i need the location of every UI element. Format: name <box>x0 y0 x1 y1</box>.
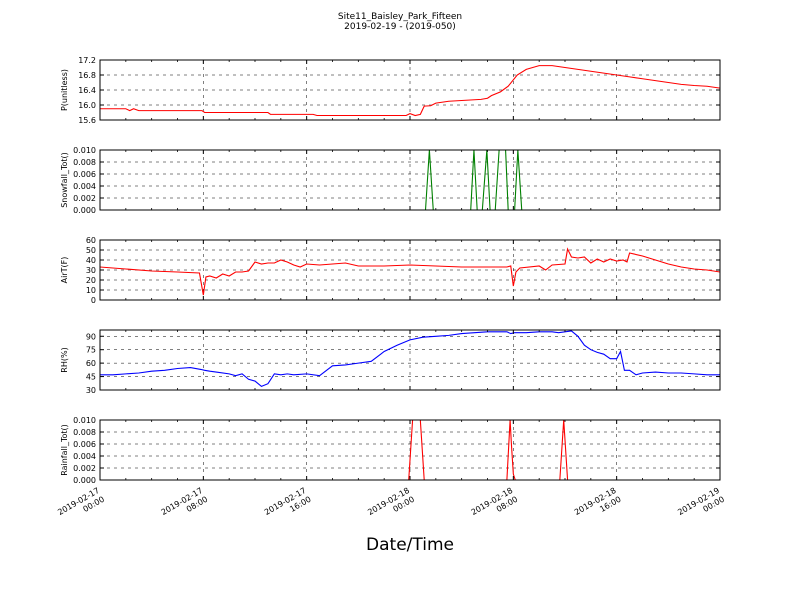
series-line <box>99 247 721 296</box>
x-axis-label: Date/Time <box>366 535 454 555</box>
y-tick-label: 0.010 <box>73 416 96 425</box>
subplot-2: 0.000 0.002 0.004 0.006 0.008 0.010 Snowfall_T… <box>60 146 721 215</box>
y-tick-label: 90 <box>86 332 96 341</box>
y-tick-label: 0.000 <box>73 476 96 485</box>
y-tick-label: 0.002 <box>73 194 96 203</box>
y-axis-label: P(unitless) <box>60 69 69 111</box>
y-tick-label: 0.004 <box>73 452 96 461</box>
subplot-5: 0.000 0.002 0.004 0.006 0.008 0.010 Rainfall_T… <box>60 416 721 485</box>
figure-title-line1: Site11_Baisley_Park_Fifteen <box>338 12 462 22</box>
y-tick-label: 40 <box>86 256 96 265</box>
series-line <box>100 330 720 388</box>
subplots: 15.616.016.416.817.2P(unitless)0.0000.00… <box>56 56 726 517</box>
y-tick-label: 0.010 <box>73 146 96 155</box>
subplot-4: 30 45 60 75 90 RH(%) <box>60 329 721 395</box>
y-axis-label: RH(%) <box>60 347 69 372</box>
figure-title-line2: 2019-02-19 - (2019-050) <box>344 22 456 32</box>
y-tick-label: 17.2 <box>78 56 96 65</box>
y-tick-label: 0.006 <box>73 170 96 179</box>
y-tick-label: 10 <box>86 286 96 295</box>
y-tick-label: 0 <box>91 296 96 305</box>
y-tick-label: 0.000 <box>73 206 96 215</box>
y-tick-label: 0.002 <box>73 464 96 473</box>
y-tick-label: 0.006 <box>73 440 96 449</box>
y-tick-label: 0.008 <box>73 158 96 167</box>
y-tick-label: 60 <box>86 236 96 245</box>
y-tick-label: 16.4 <box>78 86 96 95</box>
y-tick-label: 16.8 <box>78 71 96 80</box>
y-tick-label: 20 <box>86 276 96 285</box>
y-tick-label: 16.0 <box>78 101 96 110</box>
y-axis-label: Snowfall_Tot() <box>60 152 69 208</box>
y-tick-label: 75 <box>86 346 96 355</box>
series-line <box>100 65 721 117</box>
y-tick-label: 15.6 <box>78 116 96 125</box>
y-tick-label: 60 <box>86 359 96 368</box>
y-tick-label: 30 <box>86 386 96 395</box>
y-tick-label: 0.004 <box>73 182 96 191</box>
y-tick-label: 45 <box>86 373 96 382</box>
y-axis-label: Rainfall_Tot() <box>60 424 69 476</box>
y-tick-label: 30 <box>86 266 96 275</box>
y-tick-label: 0.008 <box>73 428 96 437</box>
y-tick-label: 50 <box>86 246 96 255</box>
y-axis-label: AirT(F) <box>60 257 69 284</box>
subplot-1: 15.6 16.0 16.4 16.8 17.2 P(unitless) <box>60 56 721 125</box>
